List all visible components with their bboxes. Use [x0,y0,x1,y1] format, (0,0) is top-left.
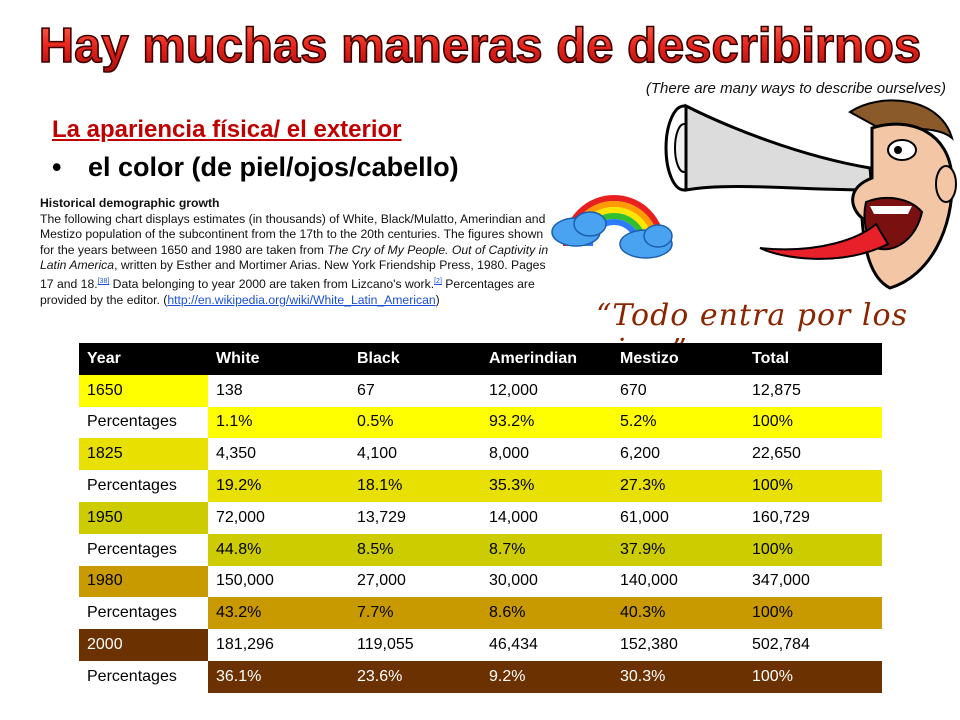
paragraph-heading: Historical demographic growth [40,196,220,210]
table-row: 1650 138 67 12,000 670 12,875 [79,374,882,407]
table-row: Percentages 43.2% 7.7% 8.6% 40.3% 100% [79,597,882,630]
table-cell: 23.6% [349,660,481,693]
table-cell: 9.2% [481,660,612,693]
table-cell: 8.7% [481,533,612,566]
table-cell: 6,200 [620,445,661,463]
wikipedia-link[interactable]: http://en.wikipedia.org/wiki/White_Latin… [167,292,436,307]
demographic-table: Year White Black Amerindian Mestizo Tota… [79,343,882,693]
page-title: Hay muchas maneras de describirnos [0,14,960,76]
table-cell: 8.5% [349,533,481,566]
table-cell: 5.2% [612,406,744,439]
table-cell: 100% [744,470,882,502]
table-row: Percentages 36.1% 23.6% 9.2% 30.3% 100% [79,660,882,693]
year-cell: 1650 [79,374,208,407]
table-row: 2000 181,296 119,055 46,434 152,380 502,… [79,629,882,661]
table-cell: 37.9% [612,533,744,566]
table-cell: 22,650 [752,445,801,463]
paragraph-text-2: , written by Esther and Mortimer Arias. … [40,258,546,292]
header-amerindian: Amerindian [481,343,612,375]
table-header-row: Year White Black Amerindian Mestizo Tota… [79,343,882,375]
table-cell: 36.1% [208,660,349,693]
subtitle: (There are many ways to describe ourselv… [645,80,946,97]
table-cell: 140,000 [620,572,678,590]
label-cell: Percentages [87,604,177,622]
reference-38-link[interactable]: [38] [97,277,110,285]
table-cell: 72,000 [216,508,265,526]
table-row: 1825 4,350 4,100 8,000 6,200 22,650 [79,438,882,471]
table-cell: 347,000 [752,572,810,590]
table-row: 1950 72,000 13,729 14,000 61,000 160,729 [79,501,882,534]
bullet-dot-icon: • [52,152,62,182]
label-cell: Percentages [87,413,177,431]
table-cell: 1.1% [208,406,349,439]
header-year: Year [79,343,208,375]
table-cell: 100% [744,660,882,693]
table-cell: 13,729 [357,508,406,526]
table-cell: 40.3% [612,597,744,630]
bullet-text: el color (de piel/ojos/cabello) [88,152,459,182]
table-cell: 0.5% [349,406,481,439]
table-cell: 27.3% [612,470,744,502]
table-cell: 502,784 [752,636,810,654]
table-cell: 14,000 [489,508,538,526]
table-cell: 138 [216,381,243,399]
label-cell: Percentages [87,667,177,685]
table-cell: 35.3% [481,470,612,502]
table-row: Percentages 1.1% 0.5% 93.2% 5.2% 100% [79,406,882,439]
table-cell: 670 [620,381,647,399]
page-title-text: Hay muchas maneras de describirnos [39,19,921,73]
year-cell: 1950 [79,501,208,534]
table-cell: 8,000 [489,445,530,463]
table-cell: 43.2% [208,597,349,630]
table-cell: 19.2% [208,470,349,502]
header-mestizo: Mestizo [612,343,744,375]
bullet-item: • el color (de piel/ojos/cabello) [52,152,459,183]
table-row: Percentages 44.8% 8.5% 8.7% 37.9% 100% [79,533,882,566]
table-cell: 44.8% [208,533,349,566]
table-cell: 46,434 [489,636,538,654]
label-cell: Percentages [87,477,177,495]
reference-2-link[interactable]: [2] [434,277,442,285]
table-cell: 61,000 [620,508,669,526]
cartoon-face-horn-icon [664,99,957,290]
table-cell: 4,350 [216,445,257,463]
paragraph-text-4: Percentages are provided by the editor. … [40,277,535,307]
table-cell: 181,296 [216,636,274,654]
label-cell: Percentages [87,540,177,558]
table-cell: 30.3% [612,660,744,693]
table-row: Percentages 19.2% 18.1% 35.3% 27.3% 100% [79,470,882,502]
paragraph-text-5: ) [435,292,440,307]
table-cell: 12,000 [489,381,538,399]
table-cell: 100% [744,533,882,566]
header-total: Total [744,343,882,375]
year-cell: 2000 [79,629,208,661]
table-cell: 18.1% [349,470,481,502]
table-cell: 8.6% [481,597,612,630]
year-cell: 1980 [79,565,208,598]
table-cell: 93.2% [481,406,612,439]
book-title: The Cry of My People. Out of Captivity i… [40,242,549,273]
header-white: White [208,343,349,375]
demographic-paragraph: Historical demographic growth The follow… [40,196,560,308]
table-cell: 100% [744,597,882,630]
table-cell: 27,000 [357,572,406,590]
table-cell: 12,875 [752,381,801,399]
paragraph-text-1: The following chart displays estimates (… [40,211,546,257]
table-cell: 4,100 [357,445,398,463]
table-cell: 7.7% [349,597,481,630]
paragraph-text-3: Data belonging to year 2000 are taken fr… [109,277,435,292]
header-black: Black [349,343,481,375]
table-cell: 67 [357,381,375,399]
rainbow-cloud-icon [551,195,673,259]
table-cell: 100% [744,406,882,439]
table-row: 1980 150,000 27,000 30,000 140,000 347,0… [79,565,882,598]
table-cell: 119,055 [357,636,414,654]
table-cell: 152,380 [620,636,678,654]
table-cell: 160,729 [752,508,810,526]
table-cell: 150,000 [216,572,274,590]
year-cell: 1825 [79,438,208,471]
section-heading: La apariencia física/ el exterior [52,116,402,143]
table-cell: 30,000 [489,572,538,590]
